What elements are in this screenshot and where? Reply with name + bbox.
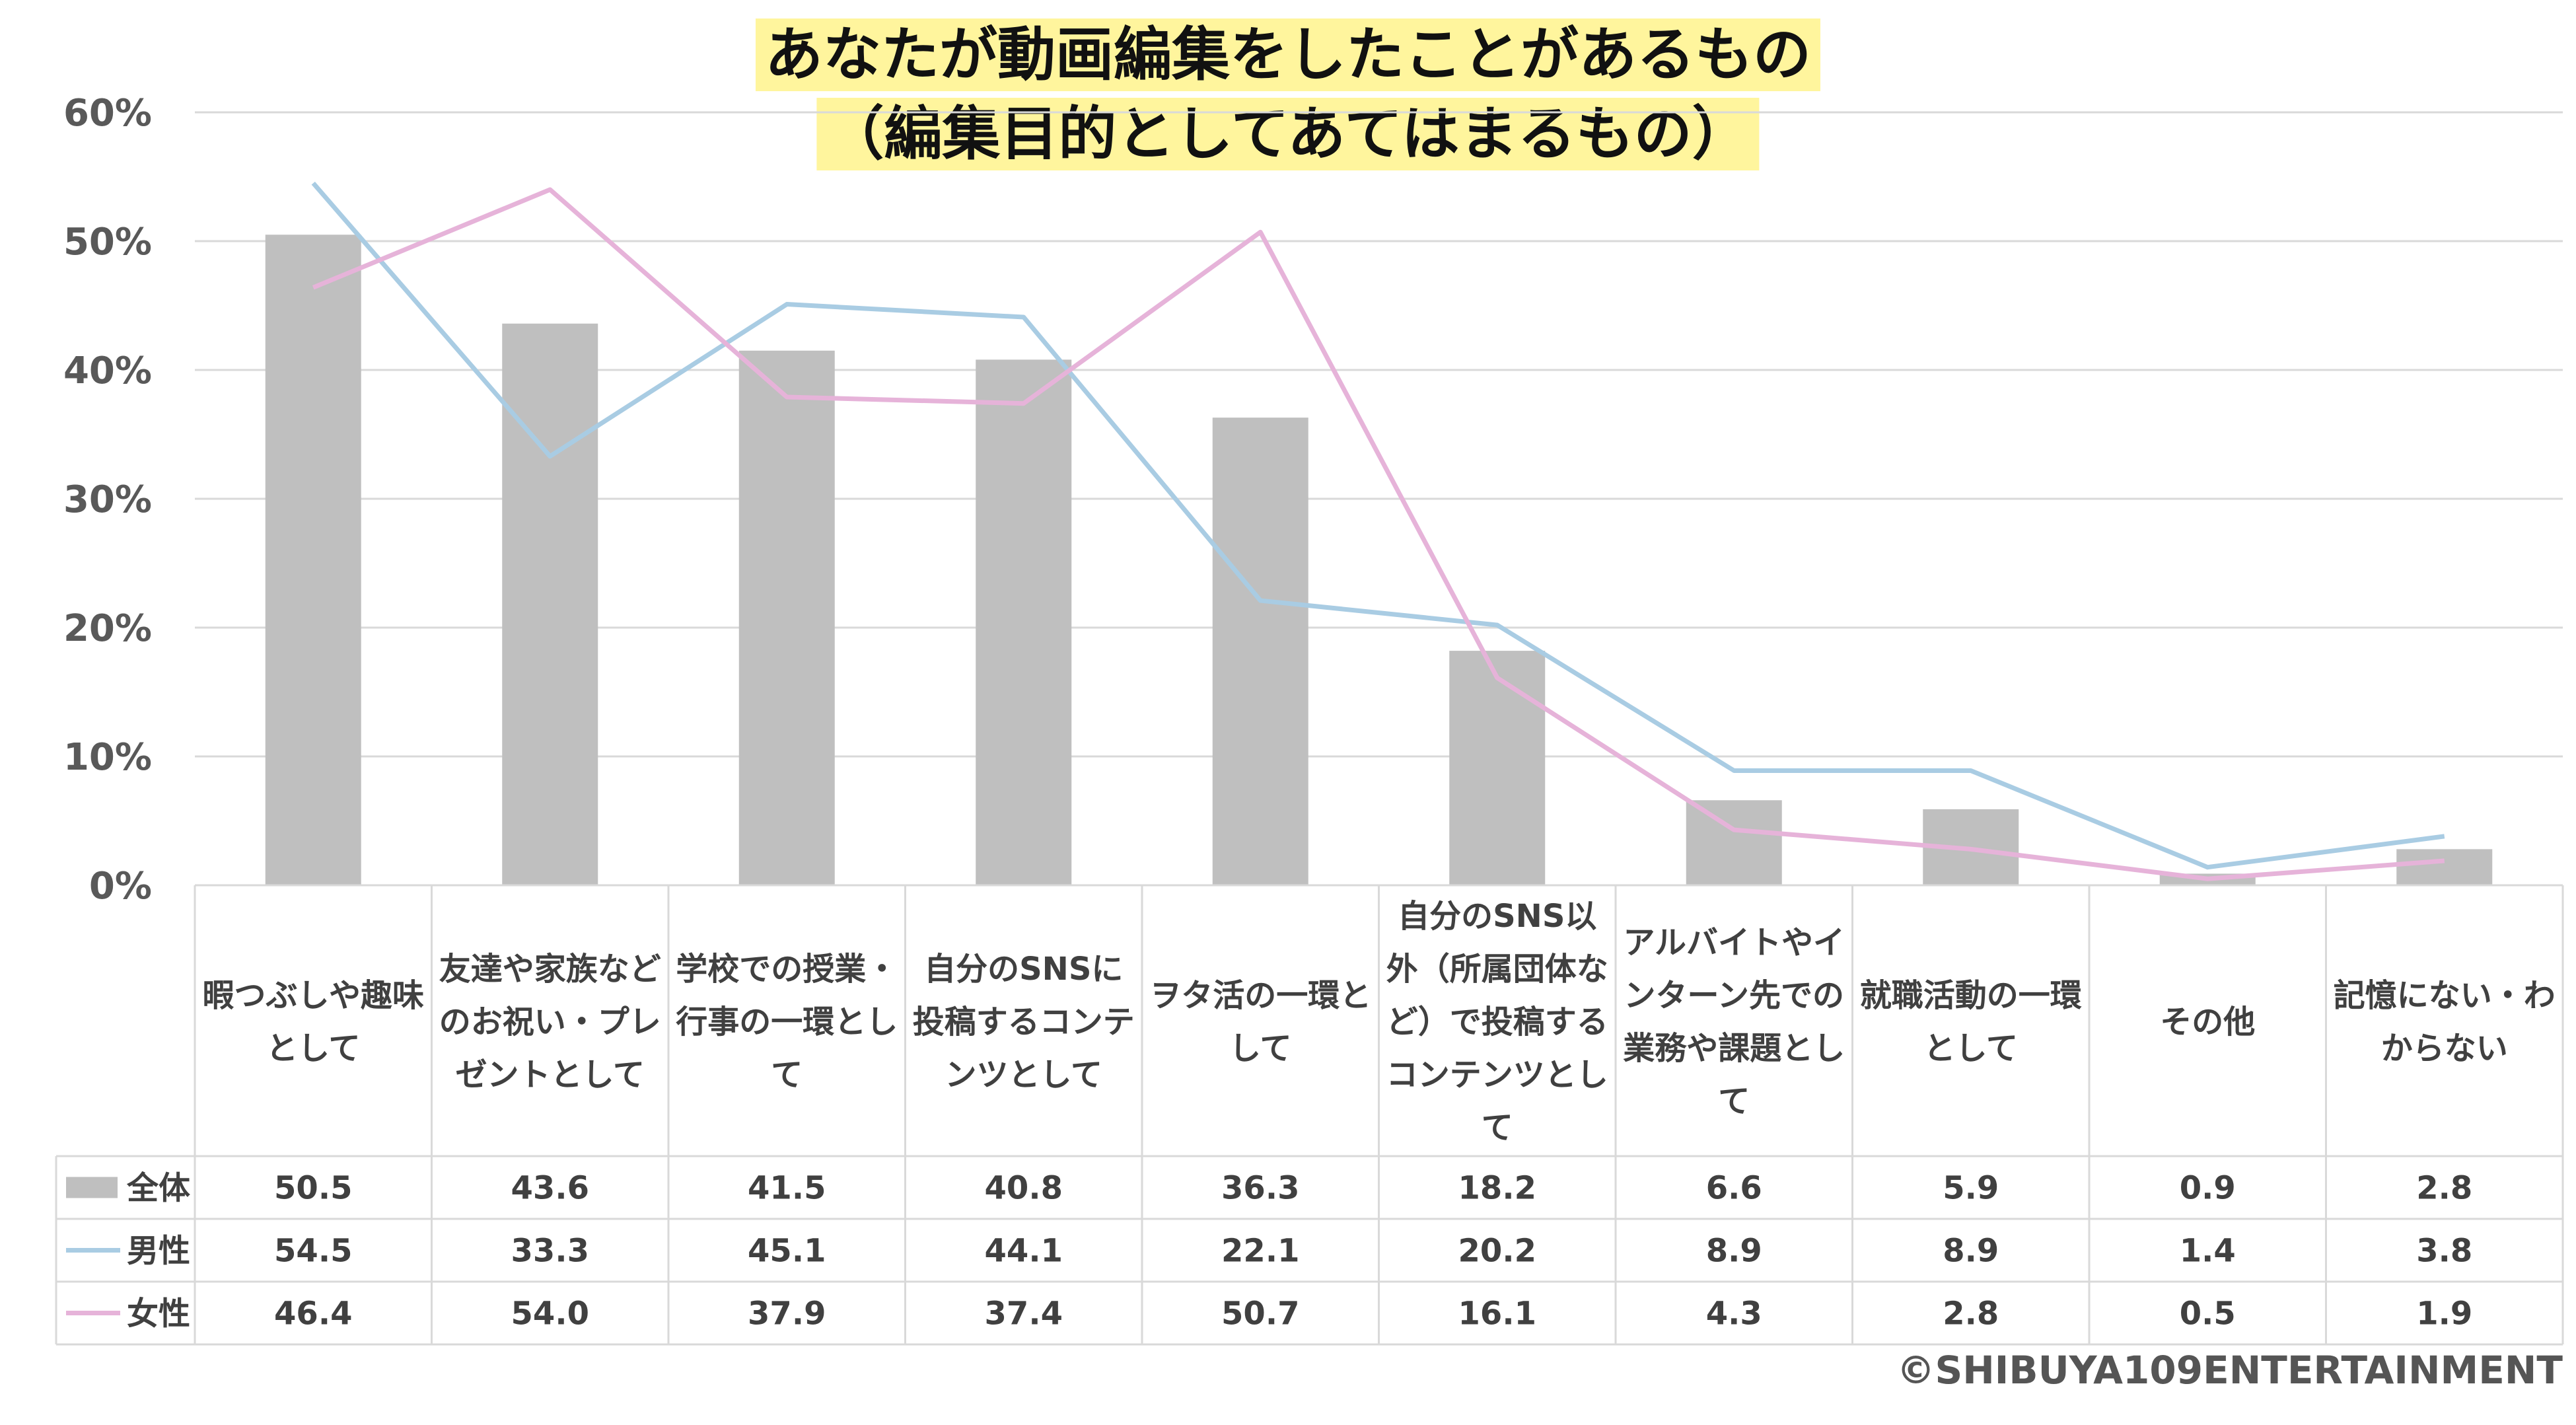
category-label: 友達や家族などのお祝い・プレゼントとして [439, 951, 661, 1093]
legend-key-bar [66, 1177, 118, 1198]
data-label: 16.1 [1458, 1296, 1536, 1333]
data-label: 33.3 [511, 1233, 589, 1270]
series-line-female [312, 187, 2445, 881]
data-label: 41.5 [748, 1170, 826, 1207]
category-label: ヲタ活の一環として [1149, 977, 1371, 1067]
data-label: 1.4 [2180, 1233, 2236, 1270]
category-label: 自分のSNS以外（所属団体など）で投稿するコンテンツとして [1386, 898, 1608, 1146]
data-label: 8.9 [1943, 1233, 1999, 1270]
data-label: 6.6 [1706, 1170, 1762, 1207]
category-label: その他 [2160, 1004, 2255, 1041]
data-label: 37.4 [985, 1296, 1063, 1333]
y-tick-label: 40% [63, 349, 152, 392]
y-tick-label: 0% [89, 865, 152, 908]
y-tick-label: 10% [63, 736, 152, 779]
y-tick-label: 20% [63, 607, 152, 650]
bar [265, 235, 361, 885]
chart-title-line-1: あなたが動画編集をしたことがあるもの [755, 18, 1821, 91]
data-label: 45.1 [748, 1233, 826, 1270]
data-label: 50.5 [274, 1170, 352, 1207]
data-label: 54.5 [274, 1233, 352, 1270]
data-label: 43.6 [511, 1170, 589, 1207]
data-label: 2.8 [2416, 1170, 2472, 1207]
data-label: 18.2 [1458, 1170, 1536, 1207]
data-label: 22.1 [1221, 1233, 1299, 1270]
category-label: 暇つぶしや趣味として [202, 977, 424, 1067]
bar [1686, 800, 1782, 885]
data-label: 37.9 [748, 1296, 826, 1333]
data-label: 8.9 [1706, 1233, 1762, 1270]
legend-label: 全体 [126, 1170, 190, 1207]
data-label: 40.8 [985, 1170, 1063, 1207]
data-label: 3.8 [2416, 1233, 2472, 1270]
data-label: 50.7 [1221, 1296, 1299, 1333]
bar [1449, 651, 1546, 885]
category-label: 記憶にない・わからない [2334, 977, 2556, 1067]
data-label: 1.9 [2416, 1296, 2472, 1333]
data-label: 0.9 [2180, 1170, 2236, 1207]
category-label: 就職活動の一環として [1860, 977, 2082, 1067]
y-tick-label: 30% [63, 478, 152, 521]
data-label: 5.9 [1943, 1170, 1999, 1207]
y-tick-label: 60% [63, 92, 152, 135]
category-label: 自分のSNSに投稿するコンテンツとして [913, 951, 1135, 1093]
data-label: 36.3 [1221, 1170, 1299, 1207]
data-label: 54.0 [511, 1296, 589, 1333]
data-label: 46.4 [274, 1296, 352, 1333]
bar [2396, 849, 2493, 885]
category-label: アルバイトやインターン先での業務や課題として [1623, 924, 1845, 1120]
bar [502, 323, 598, 885]
chart-title-line-2: （編集目的としてあてはまるもの） [816, 98, 1760, 170]
data-label: 44.1 [985, 1233, 1063, 1270]
legend-label: 男性 [127, 1233, 190, 1270]
bar [738, 350, 835, 885]
series-line-male [311, 181, 2445, 870]
category-label: 学校での授業・行事の一環として [676, 951, 898, 1093]
legend-label: 女性 [127, 1296, 190, 1333]
data-label: 20.2 [1458, 1233, 1536, 1270]
bar [976, 359, 1072, 885]
y-tick-label: 50% [63, 221, 152, 264]
copyright: ©SHIBUYA109ENTERTAINMENT [1896, 1348, 2563, 1393]
bar [1212, 418, 1308, 885]
data-label: 2.8 [1943, 1296, 1999, 1333]
data-label: 0.5 [2180, 1296, 2236, 1333]
data-label: 4.3 [1706, 1296, 1762, 1333]
